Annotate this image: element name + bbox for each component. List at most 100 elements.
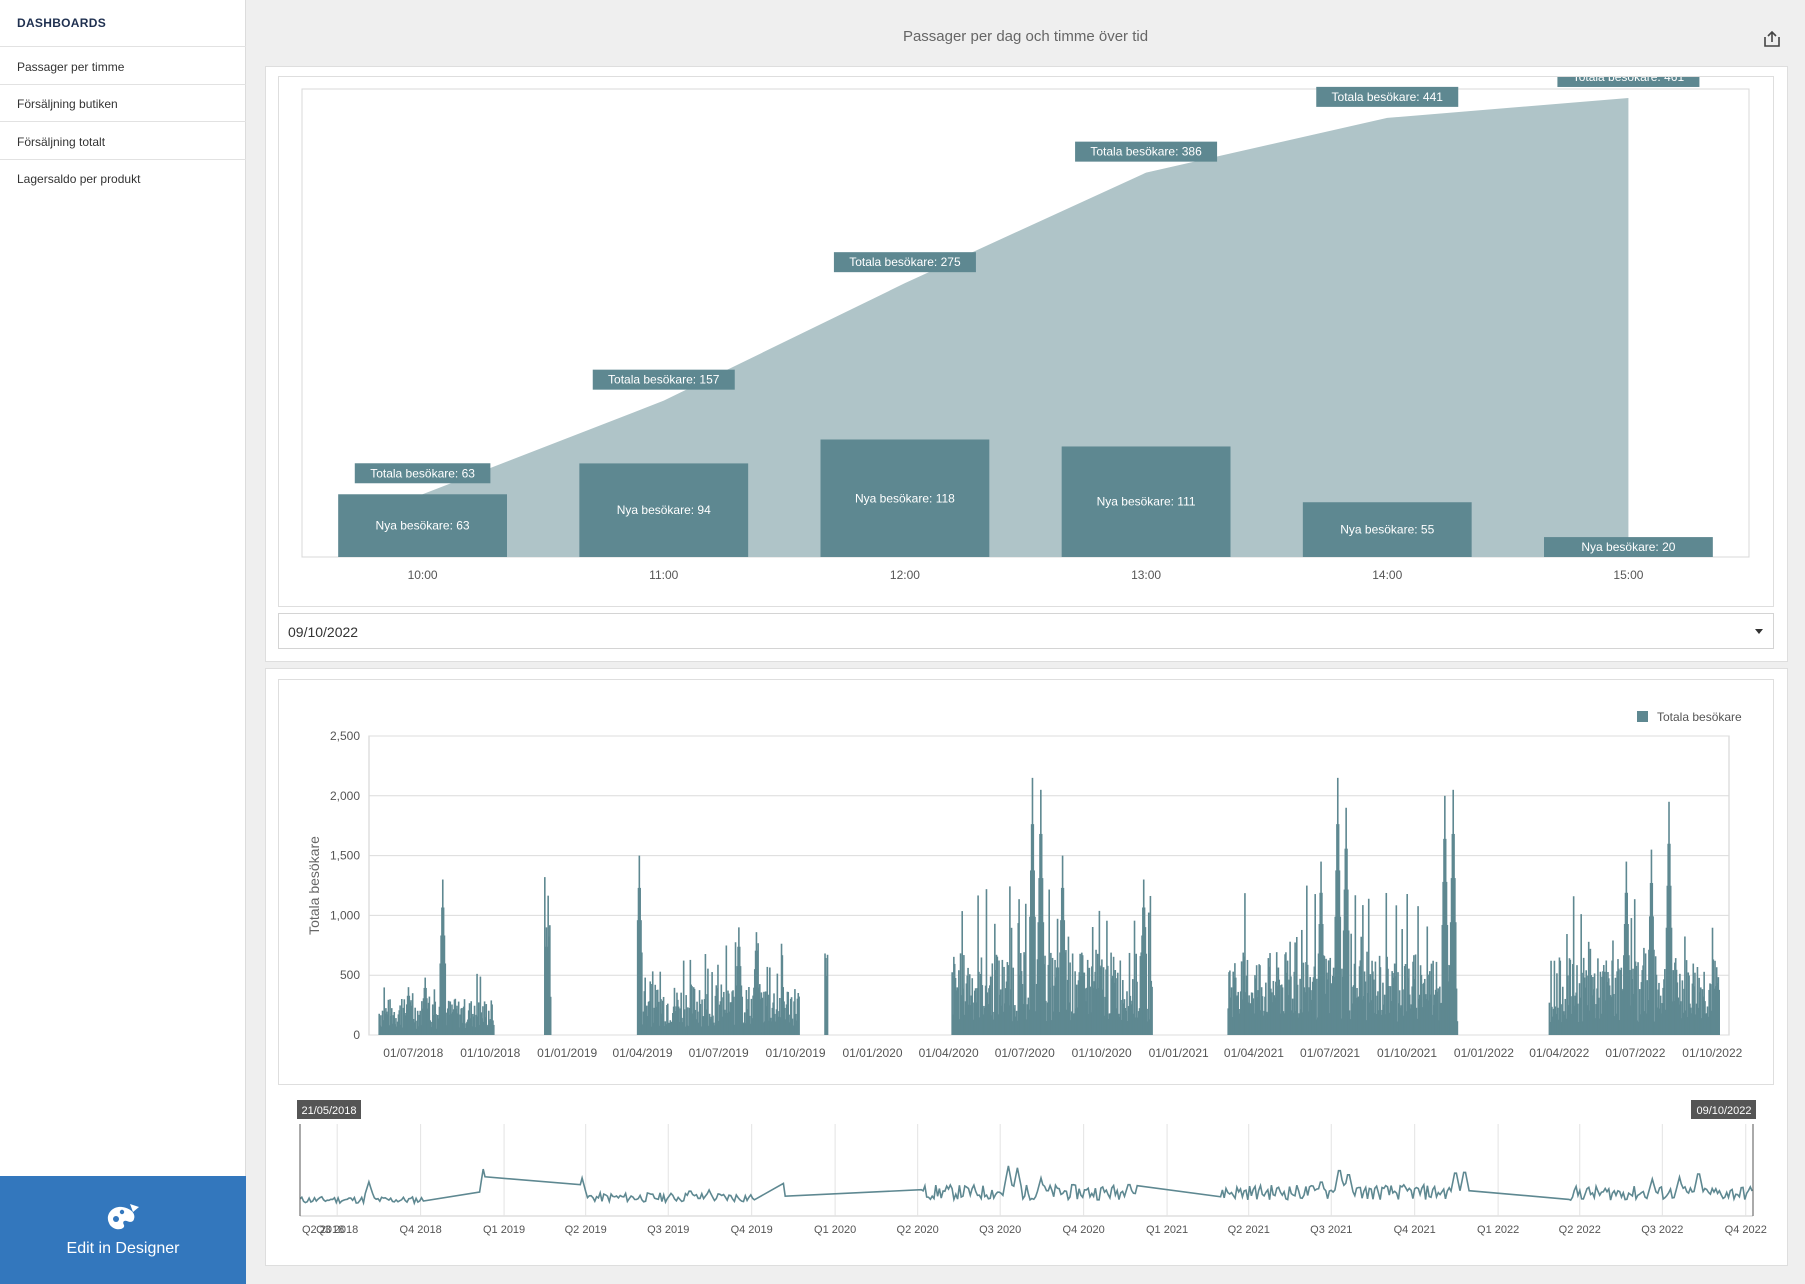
daily-bar	[1629, 1005, 1632, 1035]
daily-bar	[764, 1021, 766, 1035]
chevron-down-icon[interactable]	[1755, 629, 1763, 634]
daily-bar	[1306, 885, 1308, 1035]
daily-bar	[395, 1026, 398, 1035]
daily-bar	[1290, 976, 1292, 1035]
daily-bar	[996, 956, 999, 1035]
daily-bar	[449, 1001, 452, 1035]
daily-bar	[1252, 998, 1255, 1035]
daily-bar	[448, 1014, 451, 1035]
daily-bar	[1300, 1009, 1302, 1035]
legend-swatch	[1637, 711, 1648, 722]
daily-bar	[967, 967, 969, 1035]
y-axis-title: Totala besökare	[306, 836, 322, 935]
daily-bar	[644, 977, 646, 1035]
export-icon[interactable]	[1763, 30, 1781, 48]
daily-bar	[1081, 955, 1084, 1035]
daily-bar	[663, 1026, 666, 1035]
daily-bar	[421, 1001, 423, 1035]
daily-bar	[1276, 985, 1279, 1035]
daily-bar	[441, 907, 443, 1035]
daily-chart-panel: 0 500 1,000 1,500 2,000 2,500 Totala besökare 0…	[278, 679, 1774, 1085]
daily-bar	[444, 963, 447, 1035]
daily-bar	[1676, 982, 1679, 1035]
daily-bar	[1447, 981, 1449, 1035]
daily-bar	[748, 987, 750, 1035]
daily-bar	[794, 989, 796, 1035]
daily-bar	[1609, 995, 1612, 1035]
daily-bar	[1408, 968, 1410, 1035]
nya-besokare-bar	[820, 439, 990, 557]
y-tick-label: 2,000	[330, 789, 360, 803]
daily-bar	[1083, 972, 1086, 1035]
daily-bar	[1399, 1007, 1402, 1035]
daily-bar	[680, 992, 682, 1035]
daily-bar	[1090, 1012, 1092, 1035]
daily-bar	[474, 1027, 477, 1035]
daily-bar	[1427, 974, 1429, 1035]
daily-bar	[1295, 1010, 1297, 1035]
daily-bar	[1709, 983, 1711, 1035]
daily-bar	[1325, 958, 1327, 1035]
daily-bar	[1649, 882, 1652, 1035]
daily-bar	[1679, 973, 1681, 1035]
daily-bar	[1143, 907, 1146, 1035]
daily-bar	[1662, 987, 1664, 1035]
daily-bar	[953, 963, 956, 1035]
daily-bar	[1280, 985, 1282, 1035]
daily-bar	[480, 1012, 483, 1035]
daily-bar	[1260, 1010, 1262, 1035]
daily-bar	[1587, 1005, 1589, 1035]
daily-bar	[1062, 887, 1065, 1035]
designer-palette-icon	[107, 1204, 139, 1230]
daily-bar	[457, 1013, 459, 1035]
daily-bar	[1291, 998, 1294, 1035]
sidebar: DASHBOARDS Passager per timme Försäljnin…	[0, 0, 246, 1284]
daily-bar	[767, 994, 769, 1035]
daily-bar	[1441, 924, 1444, 1035]
daily-bar	[1572, 964, 1574, 1035]
daily-bar	[1303, 987, 1306, 1035]
daily-bar	[1449, 965, 1451, 1035]
daily-bar	[459, 1014, 462, 1035]
daily-bar	[998, 960, 1000, 1035]
sidebar-item-lagersaldo-per-produkt[interactable]: Lagersaldo per produkt	[17, 172, 141, 186]
daily-bar	[978, 1017, 981, 1035]
daily-bar	[728, 1011, 731, 1035]
edit-in-designer-button[interactable]: Edit in Designer	[0, 1176, 246, 1284]
daily-bar	[732, 990, 734, 1035]
daily-bar	[743, 1022, 745, 1035]
sidebar-item-forsaljning-totalt[interactable]: Försäljning totalt	[17, 135, 106, 149]
daily-bar	[1060, 920, 1062, 1035]
daily-bar	[1608, 985, 1611, 1035]
daily-bar	[1033, 870, 1035, 1035]
sidebar-item-forsaljning-butiken[interactable]: Försäljning butiken	[17, 97, 118, 111]
date-filter-combobox[interactable]: 09/10/2022	[278, 613, 1774, 649]
daily-bar	[1263, 1010, 1265, 1035]
daily-bar	[661, 1013, 663, 1035]
daily-bar	[467, 1010, 470, 1035]
daily-bar	[793, 1001, 795, 1035]
daily-bar	[1635, 965, 1638, 1035]
daily-bar	[418, 1014, 421, 1035]
daily-bar	[1368, 1002, 1371, 1035]
daily-bar	[408, 995, 411, 1035]
daily-bar	[1453, 833, 1455, 1035]
daily-bar	[789, 998, 792, 1035]
daily-bar	[1094, 971, 1097, 1035]
daily-bar	[423, 987, 426, 1035]
daily-bar	[779, 998, 781, 1035]
daily-bar	[652, 1022, 655, 1035]
daily-bar	[1615, 1013, 1618, 1035]
daily-bar	[1605, 960, 1608, 1035]
sidebar-item-passager-per-timme[interactable]: Passager per timme	[17, 60, 125, 74]
daily-bar	[1029, 870, 1032, 1035]
daily-bar	[1375, 1014, 1378, 1035]
daily-bar	[639, 887, 641, 1035]
daily-bar	[728, 993, 730, 1035]
y-tick-label: 500	[340, 968, 360, 982]
daily-bar	[400, 1024, 402, 1035]
daily-bar	[476, 973, 478, 1035]
daily-bar	[758, 987, 760, 1035]
daily-bar	[737, 946, 739, 1035]
